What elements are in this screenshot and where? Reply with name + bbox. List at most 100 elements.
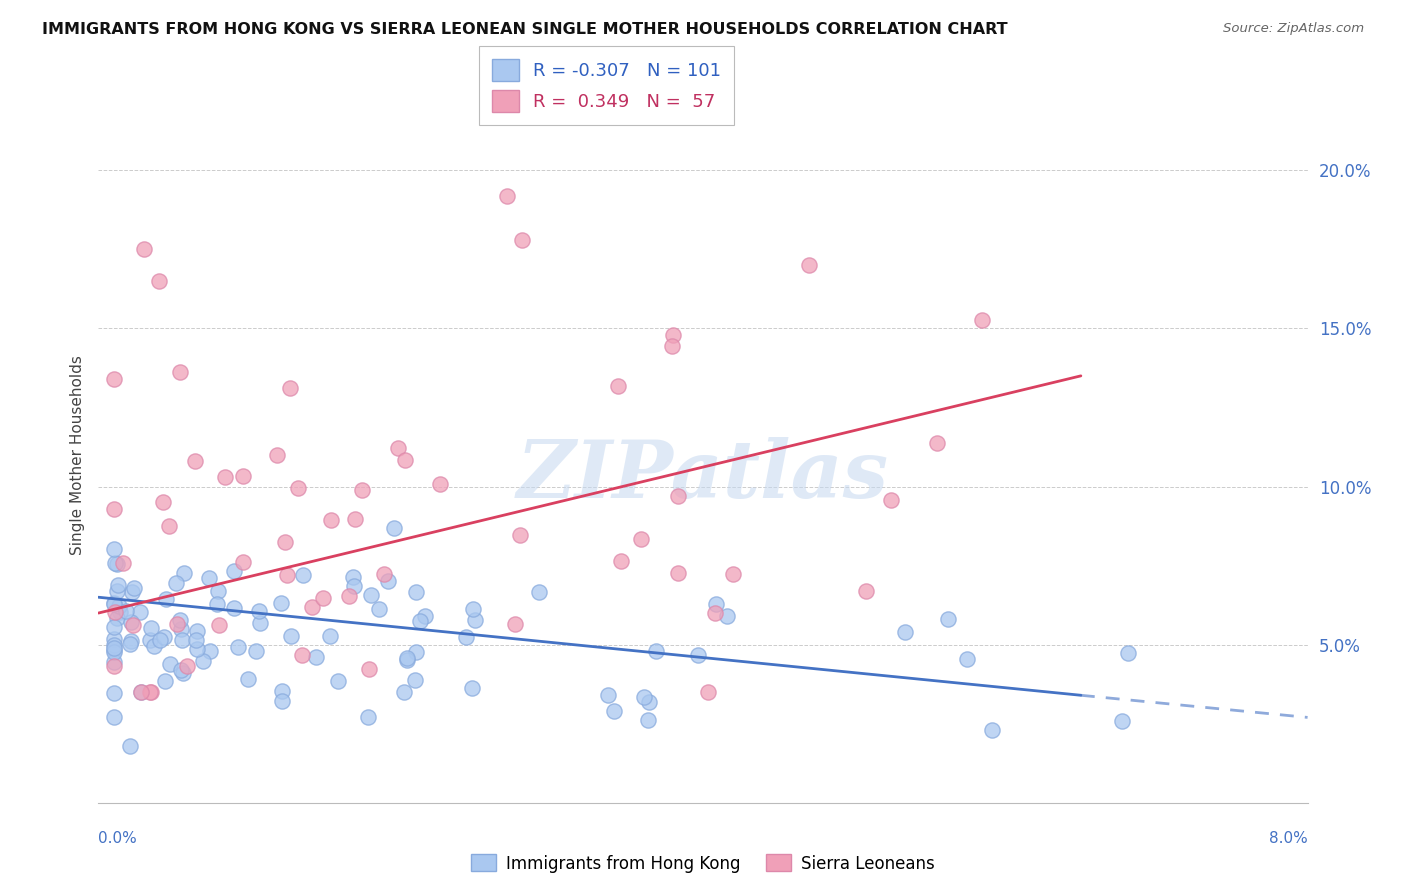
Point: [645, 644, 668, 658]
Point: [141, 685, 163, 699]
Point: [176, 659, 198, 673]
Point: [409, 614, 432, 628]
Point: [103, 655, 125, 669]
Point: [245, 644, 267, 658]
Point: [107, 577, 129, 591]
Point: [139, 621, 162, 635]
Point: [603, 704, 626, 718]
Point: [276, 568, 298, 582]
Point: [103, 541, 125, 556]
Point: [103, 645, 125, 659]
Point: [159, 657, 181, 672]
Point: [170, 622, 193, 636]
Point: [637, 694, 659, 708]
Point: [686, 648, 709, 662]
Point: [105, 611, 128, 625]
Point: [103, 641, 125, 656]
Point: [104, 556, 127, 570]
Point: [138, 632, 160, 647]
Point: [169, 365, 191, 379]
Point: [118, 739, 141, 753]
Point: [301, 599, 323, 614]
Point: [461, 681, 484, 695]
Point: [972, 312, 994, 326]
Point: [122, 618, 145, 632]
Point: [129, 685, 152, 699]
Point: [103, 632, 125, 647]
Point: [359, 662, 381, 676]
Point: [205, 597, 228, 611]
Point: [413, 608, 436, 623]
Point: [107, 599, 129, 613]
Point: [226, 640, 249, 654]
Point: [165, 575, 187, 590]
Point: [387, 441, 409, 455]
Point: [222, 601, 245, 615]
Point: [103, 686, 125, 700]
Point: [797, 258, 820, 272]
Point: [132, 243, 155, 257]
Point: [198, 571, 221, 585]
Point: [529, 585, 551, 599]
Point: [186, 633, 208, 648]
Point: [377, 574, 399, 588]
Point: [273, 534, 295, 549]
Point: [311, 591, 333, 606]
Point: [184, 454, 207, 468]
Point: [149, 633, 172, 648]
Point: [169, 613, 191, 627]
Point: [721, 566, 744, 581]
Point: [1118, 646, 1140, 660]
Point: [170, 663, 193, 677]
Point: [956, 651, 979, 665]
Point: [104, 605, 127, 619]
Point: [280, 629, 302, 643]
Text: Source: ZipAtlas.com: Source: ZipAtlas.com: [1223, 22, 1364, 36]
Point: [342, 570, 364, 584]
Point: [610, 554, 633, 568]
Legend: R = -0.307   N = 101, R =  0.349   N =  57: R = -0.307 N = 101, R = 0.349 N = 57: [479, 46, 734, 125]
Point: [637, 713, 659, 727]
Point: [105, 558, 128, 572]
Point: [128, 605, 150, 619]
Point: [456, 630, 478, 644]
Point: [981, 723, 1004, 738]
Point: [153, 630, 176, 644]
Point: [214, 470, 236, 484]
Point: [326, 673, 349, 688]
Point: [266, 448, 288, 462]
Text: 0.0%: 0.0%: [98, 830, 138, 846]
Point: [291, 648, 314, 663]
Point: [142, 639, 165, 653]
Point: [170, 632, 193, 647]
Point: [121, 585, 143, 599]
Point: [186, 641, 208, 656]
Point: [318, 629, 340, 643]
Point: [138, 685, 160, 699]
Point: [596, 688, 619, 702]
Point: [157, 519, 180, 533]
Point: [706, 597, 728, 611]
Point: [232, 555, 254, 569]
Point: [278, 381, 301, 395]
Point: [661, 327, 683, 342]
Point: [510, 233, 533, 247]
Text: IMMIGRANTS FROM HONG KONG VS SIERRA LEONEAN SINGLE MOTHER HOUSEHOLDS CORRELATION: IMMIGRANTS FROM HONG KONG VS SIERRA LEON…: [42, 22, 1008, 37]
Point: [103, 502, 125, 516]
Point: [894, 624, 917, 639]
Point: [103, 620, 125, 634]
Point: [666, 489, 689, 503]
Point: [152, 494, 174, 508]
Point: [118, 636, 141, 650]
Point: [191, 654, 214, 668]
Point: [287, 481, 309, 495]
Point: [120, 634, 142, 648]
Point: [198, 644, 221, 658]
Point: [630, 532, 652, 546]
Point: [120, 615, 142, 630]
Point: [396, 651, 419, 665]
Point: [704, 606, 727, 620]
Point: [464, 613, 486, 627]
Point: [925, 435, 948, 450]
Point: [222, 564, 245, 578]
